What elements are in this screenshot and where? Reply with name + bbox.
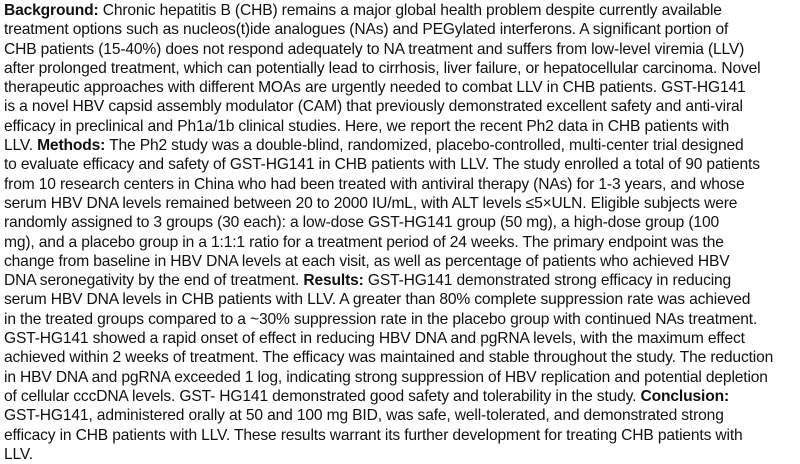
body-text: in the treated groups compared to a ~30%… (4, 310, 758, 328)
body-text: GST-HG141 demonstrated strong efficacy i… (363, 272, 732, 290)
text-line: mg), and a placebo group in a 1:1:1 rati… (4, 233, 773, 252)
text-line: LLV. (4, 445, 773, 464)
body-text: in HBV DNA and pgRNA exceeded 1 log, ind… (4, 368, 768, 386)
text-line: achieved within 2 weeks of treatment. Th… (4, 348, 773, 367)
body-text: serum HBV DNA levels in CHB patients wit… (4, 291, 751, 309)
body-text: treatment options such as nucleos(t)ide … (4, 21, 729, 39)
body-text: serum HBV DNA levels remained between 20… (4, 194, 738, 212)
text-line: to evaluate efficacy and safety of GST-H… (4, 155, 773, 174)
text-line: DNA seronegativity by the end of treatme… (4, 271, 773, 290)
text-line: therapeutic approaches with different MO… (4, 78, 773, 97)
body-text: CHB patients (15-40%) does not respond a… (4, 40, 745, 58)
text-line: in the treated groups compared to a ~30%… (4, 310, 773, 329)
text-line: Background: Chronic hepatitis B (CHB) re… (4, 1, 773, 20)
abstract-text: Background: Chronic hepatitis B (CHB) re… (4, 1, 773, 464)
body-text: of cellular cccDNA levels. GST- HG141 de… (4, 387, 641, 405)
body-text: randomly assigned to 3 groups (30 each):… (4, 214, 719, 232)
text-line: serum HBV DNA levels remained between 20… (4, 194, 773, 213)
text-line: serum HBV DNA levels in CHB patients wit… (4, 290, 773, 309)
body-text: GST-HG141, administered orally at 50 and… (4, 407, 724, 425)
body-text: DNA seronegativity by the end of treatme… (4, 272, 304, 290)
text-line: from 10 research centers in China who ha… (4, 175, 773, 194)
text-line: efficacy in CHB patients with LLV. These… (4, 426, 773, 445)
section-heading: Conclusion: (640, 387, 730, 405)
text-line: after prolonged treatment, which can pot… (4, 59, 773, 78)
text-line: GST-HG141 showed a rapid onset of effect… (4, 329, 773, 348)
body-text: from 10 research centers in China who ha… (4, 175, 745, 193)
text-line: CHB patients (15-40%) does not respond a… (4, 40, 773, 59)
text-line: in HBV DNA and pgRNA exceeded 1 log, ind… (4, 368, 773, 387)
text-line: change from baseline in HBV DNA levels a… (4, 252, 773, 271)
body-text: achieved within 2 weeks of treatment. Th… (4, 349, 774, 367)
body-text: LLV. (4, 137, 38, 155)
body-text: mg), and a placebo group in a 1:1:1 rati… (4, 233, 724, 251)
section-heading: Methods: (37, 137, 106, 155)
body-text: after prolonged treatment, which can pot… (4, 59, 761, 77)
text-line: is a novel HBV capsid assembly modulator… (4, 97, 773, 116)
body-text: is a novel HBV capsid assembly modulator… (4, 98, 743, 116)
body-text: The Ph2 study was a double-blind, random… (105, 137, 744, 155)
body-text: efficacy in preclinical and Ph1a/1b clin… (4, 117, 730, 135)
body-text: LLV. (4, 445, 33, 463)
section-heading: Results: (303, 272, 364, 290)
section-heading: Background: (4, 2, 99, 19)
body-text: Chronic hepatitis B (CHB) remains a majo… (98, 2, 722, 19)
body-text: GST-HG141 showed a rapid onset of effect… (4, 330, 745, 348)
text-line: randomly assigned to 3 groups (30 each):… (4, 213, 773, 232)
body-text: to evaluate efficacy and safety of GST-H… (4, 156, 760, 174)
text-line: LLV. Methods: The Ph2 study was a double… (4, 136, 773, 155)
text-line: of cellular cccDNA levels. GST- HG141 de… (4, 387, 773, 406)
text-line: treatment options such as nucleos(t)ide … (4, 20, 773, 39)
text-line: efficacy in preclinical and Ph1a/1b clin… (4, 117, 773, 136)
body-text: change from baseline in HBV DNA levels a… (4, 252, 730, 270)
body-text: therapeutic approaches with different MO… (4, 79, 746, 97)
body-text: efficacy in CHB patients with LLV. These… (4, 426, 743, 444)
text-line: GST-HG141, administered orally at 50 and… (4, 406, 773, 425)
